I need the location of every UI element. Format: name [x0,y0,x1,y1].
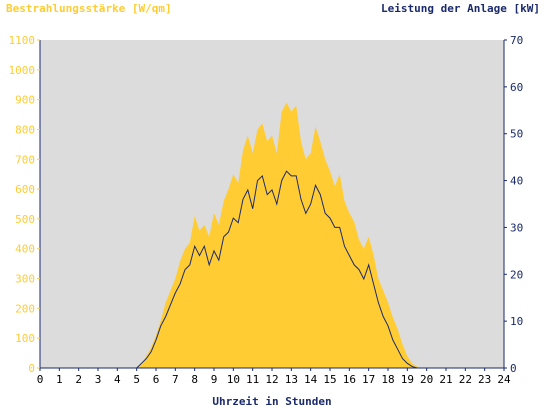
left-tick-label: 200 [15,302,35,315]
right-tick-label: 30 [510,221,523,234]
power-line [40,170,504,369]
right-tick-label: 50 [510,128,523,141]
x-tick-label: 21 [439,373,452,386]
right-tick-label: 20 [510,268,523,281]
x-tick-label: 14 [304,373,318,386]
left-tick-label: 300 [15,273,35,286]
irradiance-series [40,102,504,368]
right-tick-label: 60 [510,81,523,94]
left-tick-label: 700 [15,153,35,166]
x-tick-label: 18 [381,373,394,386]
x-tick-label: 3 [95,373,102,386]
x-tick-label: 24 [497,373,511,386]
right-tick-label: 10 [510,315,523,328]
left-tick-label: 1100 [9,34,36,47]
left-tick-label: 0 [28,362,35,375]
x-tick-label: 19 [401,373,414,386]
right-tick-label: 0 [510,362,517,375]
power-series [40,170,504,369]
x-tick-label: 5 [133,373,140,386]
x-tick-label: 10 [227,373,240,386]
x-tick-label: 22 [459,373,472,386]
right-tick-label: 40 [510,175,523,188]
left-tick-label: 900 [15,94,35,107]
left-tick-label: 1000 [9,64,36,77]
left-tick-label: 500 [15,213,35,226]
left-axis-ticks: 0 100 200 300 400 500 600 700 800 900 1000 1100 [9,34,40,375]
x-axis-ticks: 0 1 2 3 4 5 6 7 8 9 10 11 12 13 14 15 16 17 18 19 20 21 22 23 24 [37,368,511,386]
x-tick-label: 15 [323,373,336,386]
x-tick-label: 1 [56,373,63,386]
x-tick-label: 4 [114,373,121,386]
x-tick-label: 2 [75,373,82,386]
x-tick-label: 0 [37,373,44,386]
left-tick-label: 600 [15,183,35,196]
x-tick-label: 6 [153,373,160,386]
left-axis-title: Bestrahlungsstärke [W/qm] [6,2,172,15]
x-tick-label: 8 [191,373,198,386]
x-tick-label: 23 [478,373,491,386]
right-axis-ticks: 0 10 20 30 40 50 60 70 [504,34,523,375]
x-tick-label: 9 [211,373,218,386]
right-tick-label: 70 [510,34,523,47]
x-tick-label: 17 [362,373,375,386]
left-tick-label: 100 [15,332,35,345]
x-tick-label: 20 [420,373,433,386]
x-axis-title: Uhrzeit in Stunden [212,395,332,408]
irradiance-area [40,102,504,368]
x-tick-label: 16 [343,373,356,386]
x-tick-label: 12 [265,373,278,386]
left-tick-label: 800 [15,123,35,136]
x-tick-label: 13 [285,373,298,386]
x-tick-label: 11 [246,373,259,386]
right-axis-title: Leistung der Anlage [kW] [381,2,540,15]
left-tick-label: 400 [15,243,35,256]
x-tick-label: 7 [172,373,179,386]
